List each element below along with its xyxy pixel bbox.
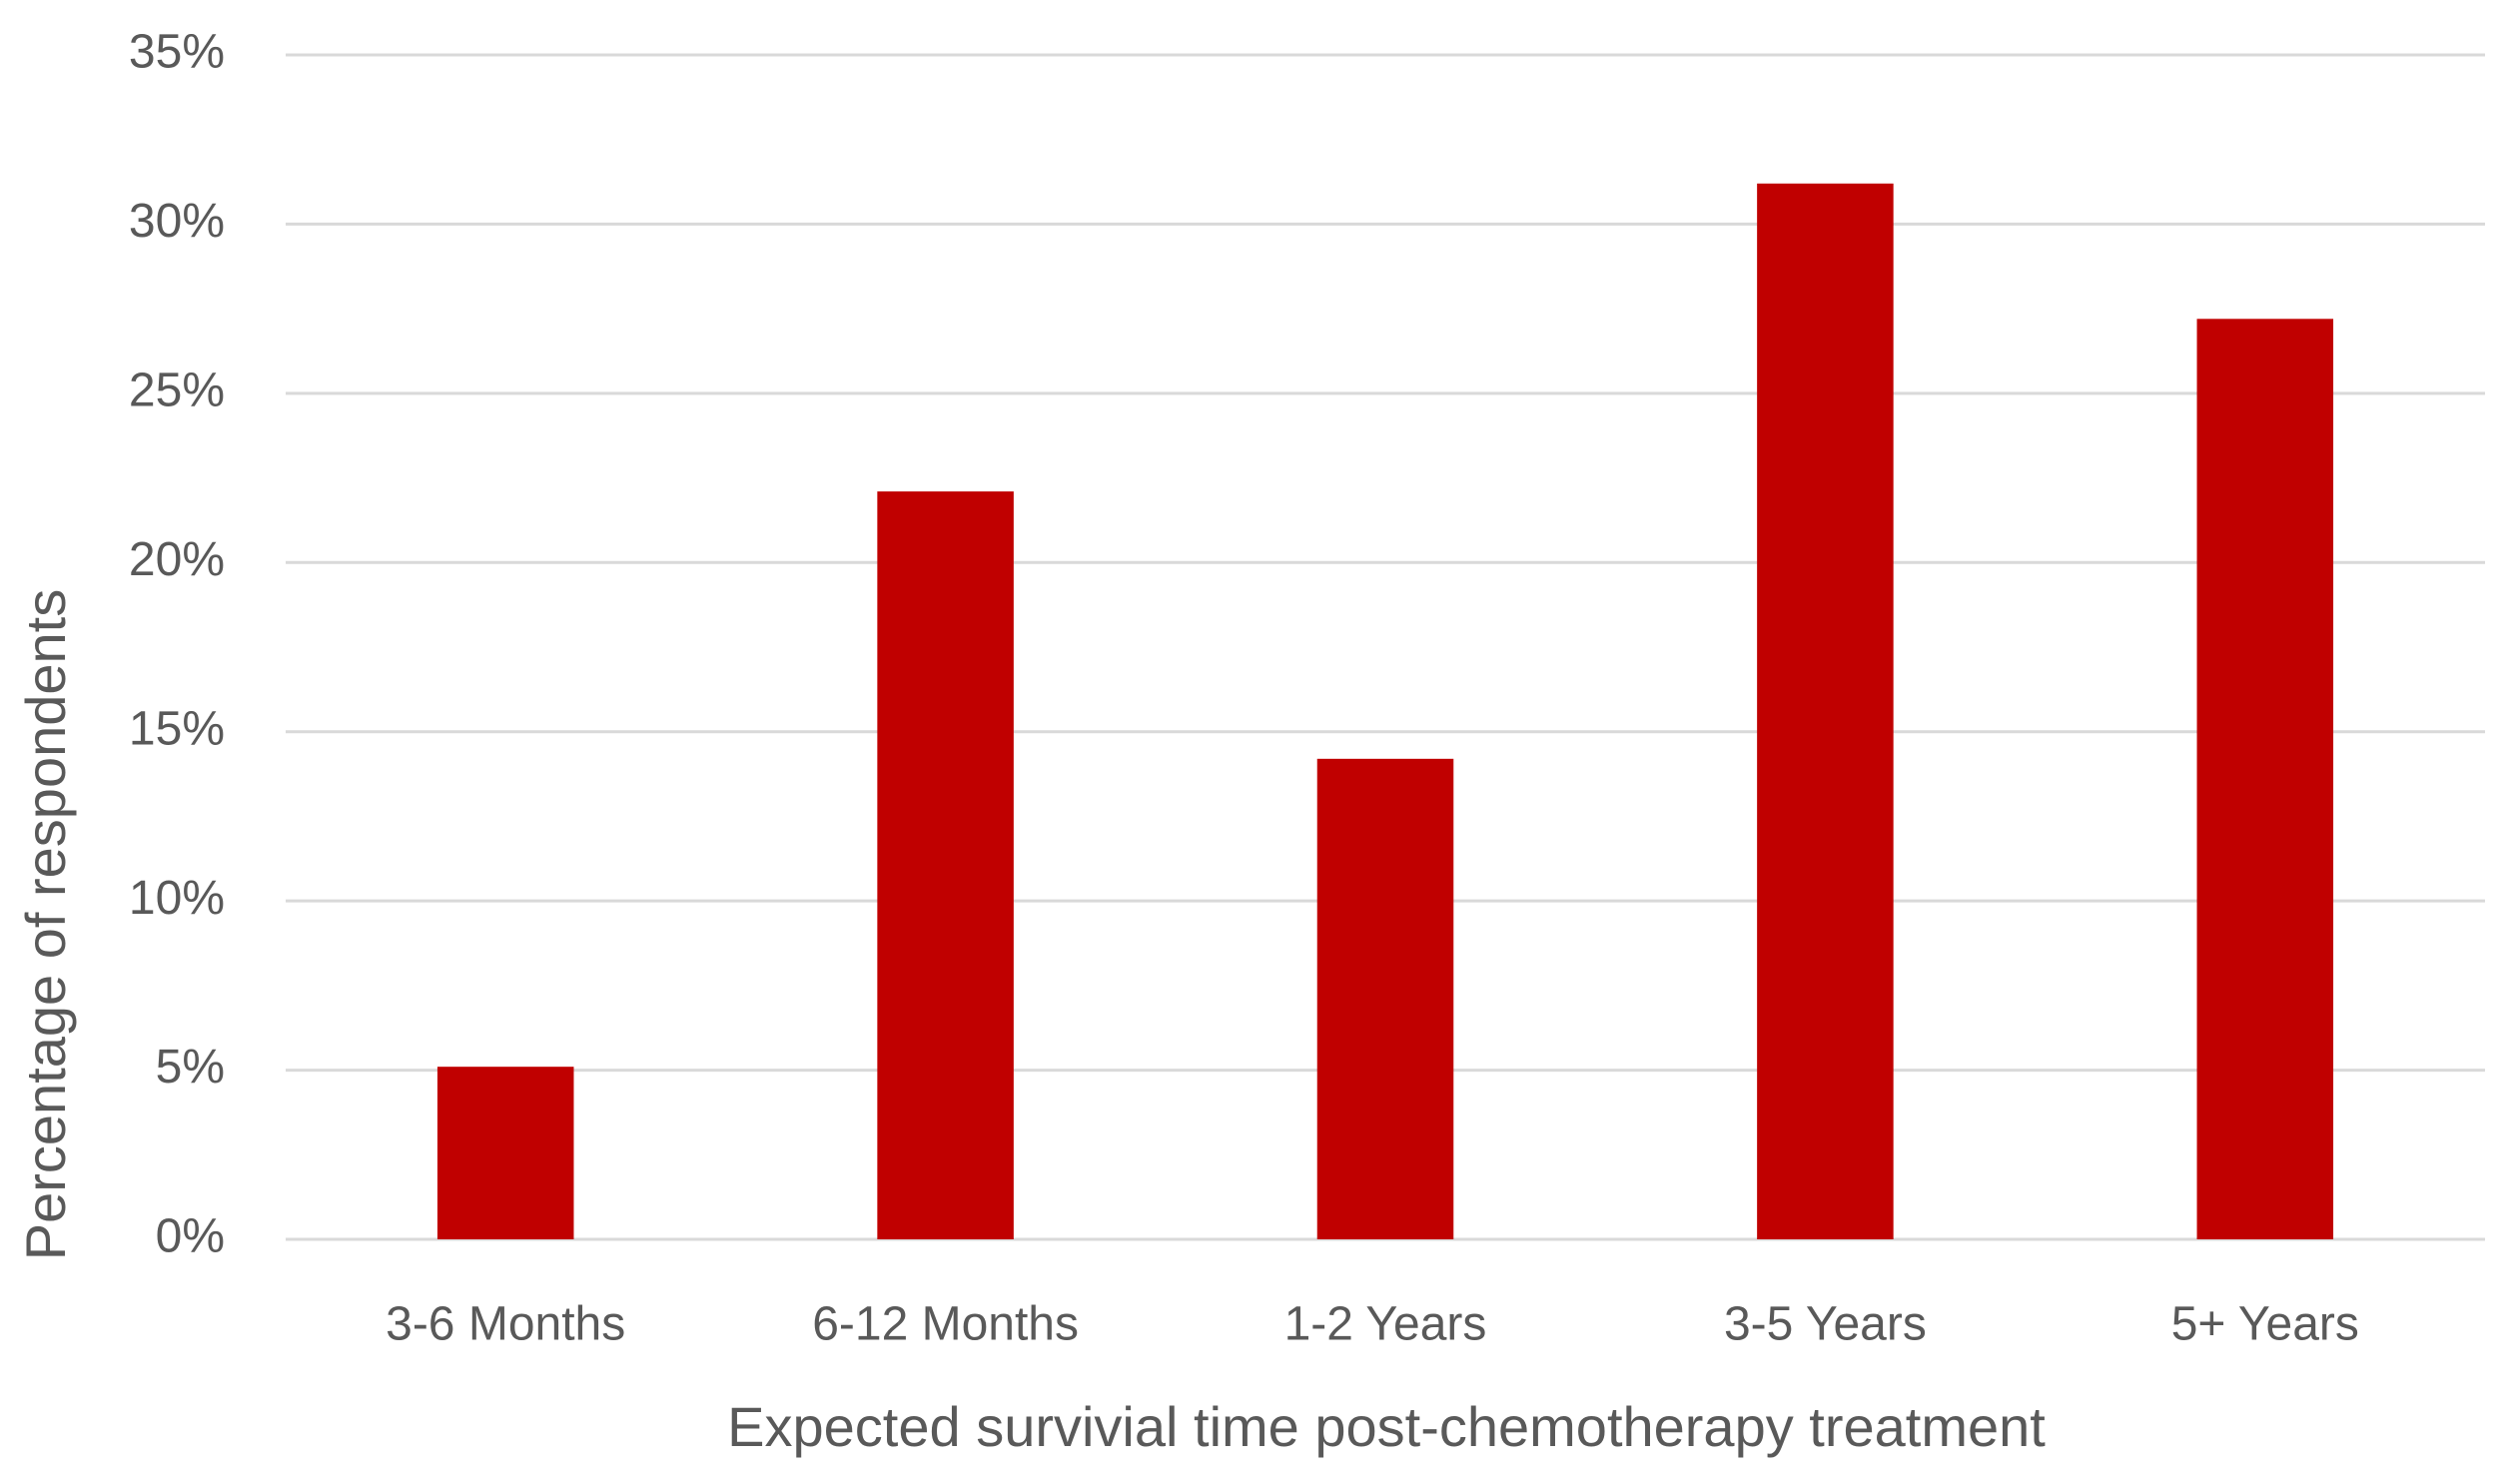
y-tick-label: 0% (156, 1210, 225, 1263)
bar (1316, 758, 1454, 1239)
bar (1757, 183, 1894, 1239)
bar (877, 491, 1014, 1239)
bar (436, 1067, 574, 1239)
y-axis-title: Percentage of respondents (14, 589, 77, 1260)
y-tick-label: 20% (129, 533, 225, 586)
y-tick-label: 15% (129, 702, 225, 755)
y-tick-label: 35% (129, 26, 225, 79)
y-tick-label: 10% (129, 872, 225, 925)
x-axis-title: Expected survivial time post-chemotherap… (727, 1395, 2046, 1458)
y-tick-label: 5% (156, 1041, 225, 1094)
y-tick-label: 25% (129, 365, 225, 417)
x-tick-label: 3-5 Years (1724, 1298, 1927, 1351)
x-tick-label: 1-2 Years (1284, 1298, 1487, 1351)
bar (2196, 319, 2334, 1239)
x-tick-label: 3-6 Months (386, 1298, 625, 1351)
x-tick-label: 5+ Years (2171, 1298, 2359, 1351)
x-tick-label: 6-12 Months (812, 1298, 1079, 1351)
y-tick-label: 30% (129, 195, 225, 248)
